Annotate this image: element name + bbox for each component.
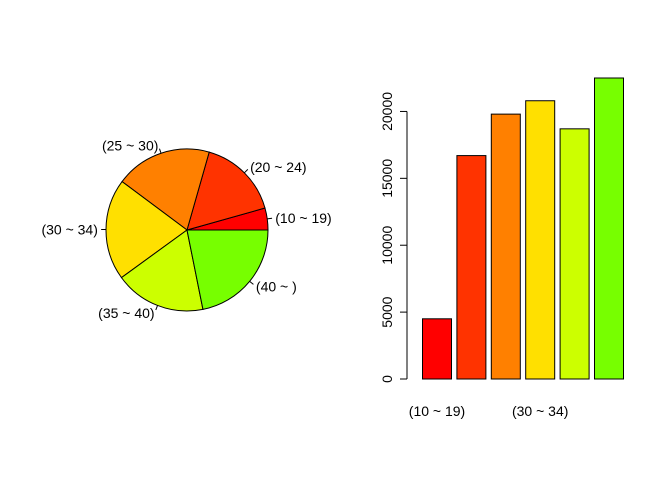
bar <box>594 77 624 380</box>
x-tick-label: (30 ~ 34) <box>512 403 568 419</box>
pie-label-tick <box>158 148 162 154</box>
y-tick-label: 0 <box>379 375 395 383</box>
pie-slice <box>105 180 188 279</box>
pie-slice <box>186 229 269 310</box>
pie-slice-label: (30 ~ 34) <box>41 221 97 237</box>
bar <box>456 155 487 380</box>
pie-slice-label: (35 ~ 40) <box>98 305 154 321</box>
pie-slice-label: (25 ~ 30) <box>102 138 158 154</box>
bar <box>559 128 590 380</box>
bar-chart: (10 ~ 19) (30 ~ 34) 0 5000 10000 15000 20000 <box>379 77 624 419</box>
y-tick-label: 15000 <box>379 159 395 198</box>
bar <box>490 113 521 380</box>
pie-slice <box>121 148 210 231</box>
x-tick-label: (10 ~ 19) <box>409 403 465 419</box>
pie-slice-label: (20 ~ 24) <box>250 159 306 175</box>
pie-label-tick <box>155 305 159 311</box>
pie-slice <box>120 229 204 312</box>
pie-label-tick <box>267 217 273 220</box>
pie-chart: (10 ~ 19) (20 ~ 24) (25 ~ 30) (30 ~ 34) (35 … <box>41 138 331 321</box>
bar <box>525 100 556 380</box>
y-tick-label: 5000 <box>379 296 395 327</box>
y-tick-label: 20000 <box>379 92 395 131</box>
bar <box>422 318 452 380</box>
pie-label-tick <box>244 169 249 174</box>
pie-slice-label: (10 ~ 19) <box>275 210 331 226</box>
pie-label-tick <box>249 280 254 285</box>
y-tick-label: 10000 <box>379 226 395 265</box>
pie-slice-label: (40 ~ ) <box>256 278 297 294</box>
